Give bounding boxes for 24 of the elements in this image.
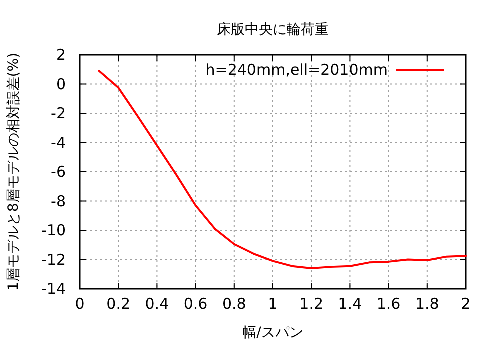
x-tick-label: 0.8 <box>222 295 246 313</box>
x-tick-label: 0.2 <box>106 295 131 313</box>
x-tick-label: 0.6 <box>184 295 208 313</box>
x-tick-label: 1 <box>268 295 278 313</box>
x-tick-label: 2 <box>461 295 471 313</box>
x-tick-label: 1.4 <box>338 295 362 313</box>
y-tick-label: -8 <box>51 192 66 210</box>
y-tick-label: -2 <box>51 104 66 122</box>
y-tick-label: -6 <box>51 163 66 181</box>
y-tick-label: -4 <box>51 134 66 152</box>
x-tick-label: 1.2 <box>300 295 324 313</box>
chart-title: 床版中央に輪荷重 <box>217 22 329 38</box>
x-tick-label: 1.8 <box>415 295 440 313</box>
legend-label: h=240mm,ell=2010mm <box>206 61 388 79</box>
y-tick-label: -12 <box>42 250 66 269</box>
x-tick-label: 1.6 <box>376 295 401 313</box>
x-tick-label: 0 <box>75 295 85 313</box>
y-tick-label: -10 <box>42 222 66 240</box>
y-axis-title: 1層モデルと8層モデルの相対誤差(%) <box>6 52 22 292</box>
x-axis-title: 幅/スパン <box>242 325 304 341</box>
x-tick-label: 0.4 <box>145 295 170 313</box>
y-tick-label: 2 <box>56 46 66 64</box>
y-tick-label: -14 <box>42 280 66 298</box>
y-tick-label: 0 <box>56 75 66 94</box>
